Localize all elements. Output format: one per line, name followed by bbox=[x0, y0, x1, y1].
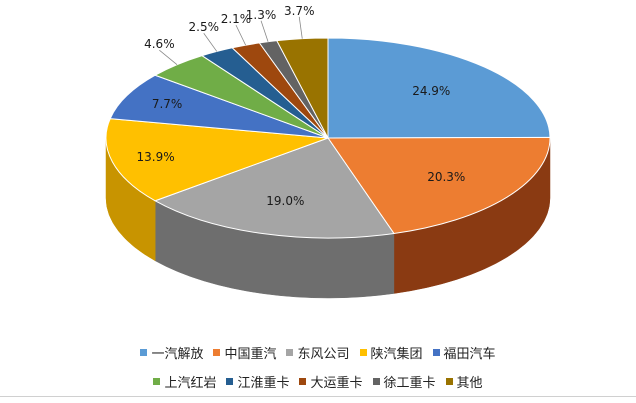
legend-swatch bbox=[213, 349, 221, 356]
slice-value-label: 2.5% bbox=[189, 20, 220, 34]
legend-item: 陕汽集团 bbox=[359, 343, 423, 362]
slice-value-label: 4.6% bbox=[144, 37, 175, 51]
legend-label: 福田汽车 bbox=[443, 347, 496, 362]
legend-label: 中国重汽 bbox=[224, 347, 277, 362]
pie-slice bbox=[105, 118, 329, 202]
pie-slice bbox=[276, 37, 329, 139]
legend-swatch bbox=[359, 349, 367, 356]
legend-swatch bbox=[445, 378, 453, 385]
legend-label: 陕汽集团 bbox=[370, 347, 423, 362]
legend-swatch bbox=[226, 378, 234, 385]
legend-item: 上汽红岩 bbox=[153, 372, 216, 391]
legend-swatch bbox=[286, 349, 294, 356]
legend-label: 其他 bbox=[456, 376, 483, 391]
legend-swatch bbox=[153, 378, 161, 385]
legend-swatch bbox=[432, 349, 440, 356]
legend-label: 江淮重卡 bbox=[237, 376, 290, 391]
pie-slice bbox=[153, 137, 395, 239]
legend-row-1: 一汽解放 中国重汽 东风公司 陕汽集团 福田汽车 bbox=[0, 343, 636, 362]
legend-item: 其他 bbox=[445, 372, 483, 391]
pie-labels: 24.9% 20.3% 19.0% 13.9% 7.7% 4.6% 2.5%2.1%1.3%… bbox=[137, 4, 466, 208]
legend-swatch bbox=[372, 378, 380, 385]
legend-item: 中国重汽 bbox=[213, 343, 276, 362]
legend-swatch bbox=[140, 349, 148, 356]
legend-item: 福田汽车 bbox=[432, 343, 496, 362]
leader-line bbox=[159, 49, 178, 65]
legend-label: 一汽解放 bbox=[151, 347, 204, 362]
slice-value-label: 3.7% bbox=[284, 4, 315, 18]
leader-line bbox=[203, 32, 218, 52]
slice-value-label: 24.9% bbox=[412, 84, 450, 98]
legend-label: 徐工重卡 bbox=[383, 376, 436, 391]
pie-top bbox=[105, 37, 551, 239]
slice-value-label: 20.3% bbox=[427, 170, 465, 184]
legend-label: 东风公司 bbox=[297, 347, 350, 362]
pie-chart: 24.9% 20.3% 19.0% 13.9% 7.7% 4.6% 2.5%2.1%1.3%… bbox=[105, 4, 551, 299]
pie-slice bbox=[327, 136, 551, 235]
pie-slice bbox=[109, 74, 329, 139]
legend-item: 徐工重卡 bbox=[372, 372, 436, 391]
slice-value-label: 19.0% bbox=[266, 194, 304, 208]
slice-value-label: 1.3% bbox=[246, 8, 277, 22]
legend-item: 东风公司 bbox=[286, 343, 350, 362]
slice-value-label: 7.7% bbox=[152, 97, 183, 111]
leader-line bbox=[298, 16, 303, 39]
slice-value-label: 2.1% bbox=[221, 12, 252, 26]
legend-label: 大运重卡 bbox=[310, 376, 363, 391]
pie-slice bbox=[327, 37, 551, 139]
legend-swatch bbox=[299, 378, 307, 385]
legend-item: 江淮重卡 bbox=[226, 372, 289, 391]
legend-row-2: 上汽红岩 江淮重卡 大运重卡 徐工重卡 其他 bbox=[0, 372, 636, 391]
bottom-divider bbox=[0, 396, 636, 397]
legend-item: 大运重卡 bbox=[299, 372, 363, 391]
pie-side-walls bbox=[105, 137, 551, 299]
leader-line bbox=[260, 20, 269, 42]
legend-label: 上汽红岩 bbox=[164, 376, 217, 391]
legend-item: 一汽解放 bbox=[140, 343, 203, 362]
slice-value-label: 13.9% bbox=[137, 150, 175, 164]
leader-line bbox=[235, 24, 246, 46]
